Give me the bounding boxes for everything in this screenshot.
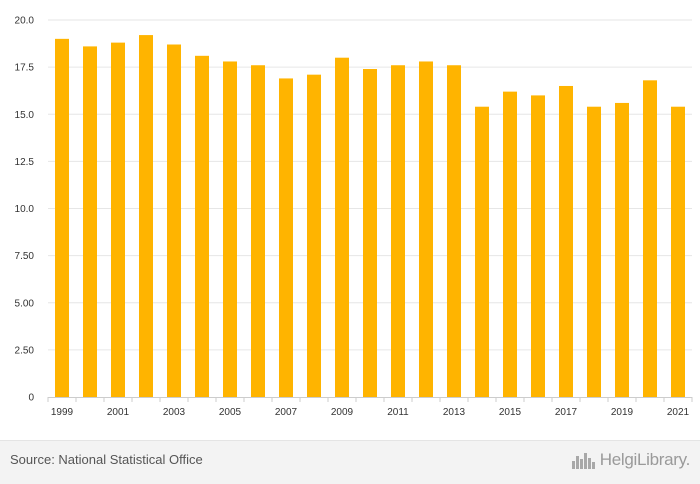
bar-2014[interactable] xyxy=(475,106,489,398)
y-tick-label: 20.0 xyxy=(15,16,35,27)
bar-2007[interactable] xyxy=(279,78,293,397)
bar-2009[interactable] xyxy=(335,57,349,397)
x-tick-label: 2011 xyxy=(387,407,409,418)
y-tick-label: 2.50 xyxy=(15,345,35,356)
bar-2006[interactable] xyxy=(251,65,265,398)
y-tick-label: 12.5 xyxy=(15,157,35,168)
bar-2016[interactable] xyxy=(531,95,545,398)
x-tick-label: 2017 xyxy=(555,407,578,418)
bar-2005[interactable] xyxy=(223,61,237,397)
brand-logo[interactable]: HelgiLibrary. xyxy=(571,450,691,470)
bar-2021[interactable] xyxy=(671,106,685,398)
x-tick-label: 2001 xyxy=(107,407,130,418)
bar-2001[interactable] xyxy=(111,42,125,398)
x-tick-label: 2007 xyxy=(275,407,298,418)
chart-footer: Source: National Statistical Office Helg… xyxy=(0,440,700,484)
x-tick-label: 2005 xyxy=(219,407,242,418)
bar-2002[interactable] xyxy=(139,35,153,397)
x-tick-label: 2013 xyxy=(443,407,466,418)
y-tick-label: 0 xyxy=(28,393,34,404)
bar-chart: 0 2.50 5.00 7.50 10.0 12.5 15.0 17.5 20.0 1999 200… xyxy=(15,16,693,418)
x-tick-label: 2003 xyxy=(163,407,186,418)
y-tick-label: 7.50 xyxy=(15,251,35,262)
source-note: Source: National Statistical Office xyxy=(10,452,203,467)
bar-2008[interactable] xyxy=(307,74,321,397)
bar-1999[interactable] xyxy=(55,38,69,397)
bar-2015[interactable] xyxy=(503,91,517,397)
city-skyline-icon xyxy=(571,453,595,469)
bar-2017[interactable] xyxy=(559,85,573,397)
y-tick-label: 10.0 xyxy=(15,204,35,215)
x-tick-label: 2021 xyxy=(667,407,690,418)
x-tick-label: 2009 xyxy=(331,407,354,418)
bar-2004[interactable] xyxy=(195,55,209,397)
x-tick-label: 2019 xyxy=(611,407,634,418)
bar-2013[interactable] xyxy=(447,65,461,398)
y-tick-label: 17.5 xyxy=(15,63,35,74)
bar-2010[interactable] xyxy=(363,69,377,397)
bar-2019[interactable] xyxy=(615,102,629,397)
x-tick-label: 2015 xyxy=(499,407,522,418)
brand-name: HelgiLibrary. xyxy=(599,450,691,469)
bar-2000[interactable] xyxy=(83,46,97,397)
bar-2011[interactable] xyxy=(391,65,405,398)
y-tick-label: 15.0 xyxy=(15,110,35,121)
bar-2012[interactable] xyxy=(419,61,433,397)
bar-2020[interactable] xyxy=(643,80,657,397)
x-tick-label: 1999 xyxy=(51,407,74,418)
bar-2018[interactable] xyxy=(587,106,601,398)
y-tick-label: 5.00 xyxy=(15,298,35,309)
bar-2003[interactable] xyxy=(167,44,181,397)
